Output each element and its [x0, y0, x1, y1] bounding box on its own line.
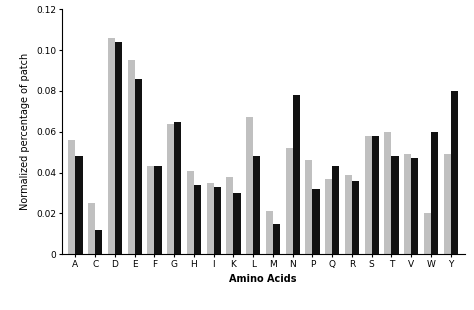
Bar — [75, 156, 82, 254]
Bar — [312, 189, 319, 254]
Bar — [246, 117, 253, 254]
Bar — [411, 158, 418, 254]
Bar — [372, 136, 379, 254]
Bar — [384, 132, 392, 254]
Bar — [233, 193, 240, 254]
Bar — [444, 154, 451, 254]
Bar — [108, 38, 115, 254]
Bar — [147, 166, 155, 254]
Bar — [273, 224, 280, 254]
Bar — [325, 179, 332, 254]
Bar — [404, 154, 411, 254]
Bar — [187, 170, 194, 254]
Bar — [115, 42, 122, 254]
Bar — [167, 124, 174, 254]
Bar — [68, 140, 75, 254]
Bar — [451, 91, 458, 254]
Bar — [155, 166, 162, 254]
X-axis label: Amino Acids: Amino Acids — [229, 274, 297, 284]
Bar — [227, 177, 233, 254]
Bar — [135, 79, 142, 254]
Bar — [88, 203, 95, 254]
Bar — [214, 187, 221, 254]
Bar — [352, 181, 359, 254]
Bar — [194, 185, 201, 254]
Bar — [431, 132, 438, 254]
Bar — [345, 175, 352, 254]
Bar — [266, 211, 273, 254]
Bar — [424, 213, 431, 254]
Bar — [207, 183, 214, 254]
Bar — [174, 122, 181, 254]
Bar — [292, 95, 300, 254]
Bar — [305, 160, 312, 254]
Bar — [285, 148, 293, 254]
Bar — [332, 166, 339, 254]
Bar — [392, 156, 399, 254]
Bar — [128, 60, 135, 254]
Bar — [95, 230, 102, 254]
Bar — [253, 156, 260, 254]
Bar — [365, 136, 372, 254]
Y-axis label: Normalized percentage of patch: Normalized percentage of patch — [20, 53, 30, 210]
